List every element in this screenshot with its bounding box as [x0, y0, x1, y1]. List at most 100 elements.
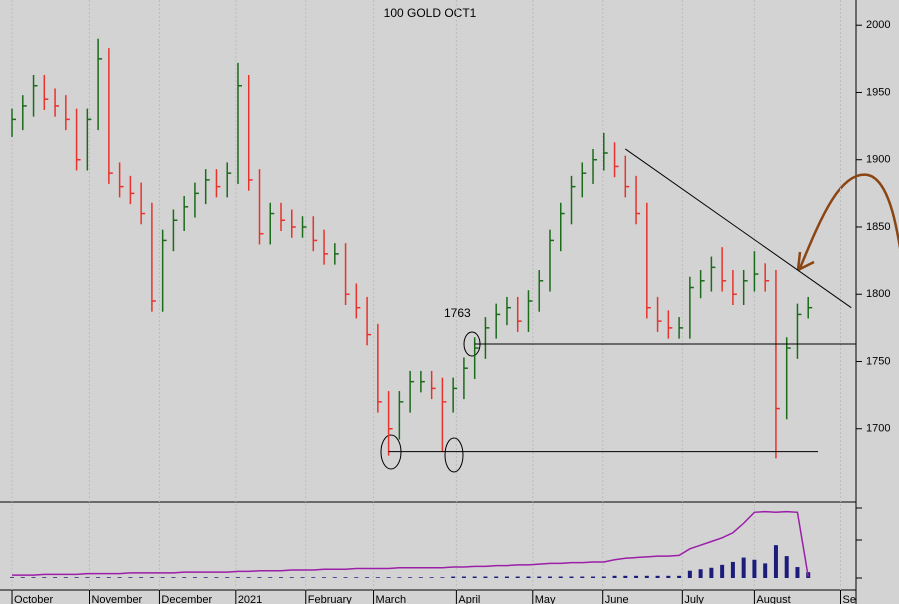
volume-bar [795, 567, 800, 578]
volume-bar [418, 577, 423, 578]
curved-arrow [798, 173, 899, 269]
volume-bar [171, 577, 176, 578]
x-tick-label: April [458, 594, 480, 604]
volume-bar [386, 577, 391, 578]
volume-bar [203, 577, 208, 578]
volume-bar [375, 577, 380, 578]
volume-bar [429, 577, 434, 578]
x-tick-label: October [14, 594, 53, 604]
volume-bar [537, 576, 542, 578]
volume-bar [408, 577, 413, 578]
volume-bar [117, 577, 122, 578]
y-tick-label: 1700 [866, 423, 890, 435]
volume-bar [709, 567, 714, 578]
volume-bar [752, 559, 757, 578]
volume-bar [612, 575, 617, 578]
volume-bar [149, 577, 154, 578]
x-tick-label: August [756, 594, 790, 604]
volume-bar [526, 576, 531, 578]
volume-bar [730, 561, 735, 578]
arrow-head [796, 251, 815, 272]
volume-bar [85, 577, 90, 578]
volume-bar [214, 577, 219, 578]
y-tick-label: 1900 [866, 154, 890, 166]
annotation: 1763 [444, 306, 471, 320]
volume-bar [461, 576, 466, 578]
volume-bar [31, 577, 36, 578]
y-tick-label: 1950 [866, 86, 890, 98]
open-interest-line [12, 510, 809, 577]
y-tick-label: 1850 [866, 221, 890, 233]
y-tick-label: 1750 [866, 355, 890, 367]
volume-bar [580, 576, 585, 578]
x-tick-label: March [376, 594, 407, 604]
volume-bar [698, 569, 703, 578]
volume-bar [63, 577, 68, 578]
trend-line [625, 148, 852, 309]
volume-bar [354, 577, 359, 578]
volume-bar [160, 577, 165, 578]
volume-bar [257, 577, 262, 578]
volume-bar [225, 577, 230, 578]
volume-bar [106, 577, 111, 578]
volume-bar [634, 575, 639, 578]
volume-bar [547, 576, 552, 578]
chart-title: 100 GOLD OCT1 [384, 6, 477, 20]
x-tick-label: July [684, 594, 704, 604]
volume-bar [666, 575, 671, 578]
x-tick-label: May [535, 594, 556, 604]
volume-bar [440, 577, 445, 578]
volume-bar [192, 577, 197, 578]
volume-bar [10, 577, 15, 578]
volume-bar [246, 577, 251, 578]
volume-bar [677, 575, 682, 578]
volume-bar [720, 564, 725, 578]
volume-bar [235, 577, 240, 578]
volume-bar [343, 577, 348, 578]
volume-bar [569, 576, 574, 578]
volume-bar [644, 575, 649, 578]
volume-bar [300, 577, 305, 578]
volume-bar [397, 577, 402, 578]
y-tick-label: 1800 [866, 288, 890, 300]
volume-bar [623, 575, 628, 578]
volume-bar [365, 577, 370, 578]
volume-bar [182, 577, 187, 578]
volume-bar [322, 577, 327, 578]
volume-bar [504, 576, 509, 578]
volume-bar [515, 576, 520, 578]
highlight-circle [444, 437, 464, 473]
y-tick-label: 2000 [866, 19, 890, 31]
x-tick-label: February [308, 594, 353, 604]
volume-bar [773, 545, 778, 578]
volume-bar [601, 576, 606, 578]
volume-bar [96, 577, 101, 578]
volume-bar [741, 557, 746, 578]
volume-bar [558, 576, 563, 578]
volume-bar [483, 576, 488, 578]
volume-bar [784, 556, 789, 578]
x-tick-label: Se [842, 594, 855, 604]
volume-bar [42, 577, 47, 578]
volume-bar [332, 577, 337, 578]
volume-bar [591, 576, 596, 578]
volume-bar [74, 577, 79, 578]
volume-bar [494, 576, 499, 578]
volume-bar [53, 577, 58, 578]
volume-bar [655, 575, 660, 578]
volume-bar [687, 570, 692, 578]
x-tick-label: November [91, 594, 142, 604]
x-tick-label: June [605, 594, 629, 604]
volume-bar [268, 577, 273, 578]
volume-bar [139, 577, 144, 578]
volume-bar [20, 577, 25, 578]
volume-bar [128, 577, 133, 578]
volume-bar [472, 576, 477, 578]
volume-bar [763, 563, 768, 578]
x-tick-label: 2021 [238, 594, 262, 604]
x-tick-label: December [161, 594, 212, 604]
volume-bar [451, 576, 456, 578]
volume-bar [289, 577, 294, 578]
